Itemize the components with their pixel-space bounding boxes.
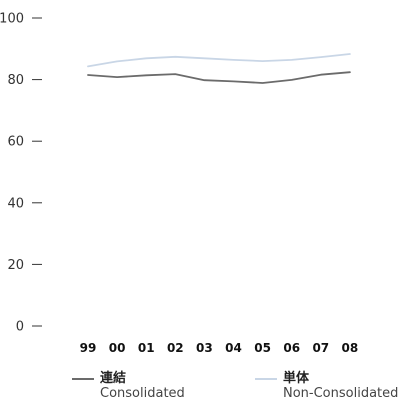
x-tick-label: 99 — [80, 341, 97, 355]
legend-label-consolidated-jp: 連結 — [100, 371, 127, 386]
y-tick-label: 40 — [7, 196, 24, 211]
x-tick-label: 06 — [283, 341, 300, 355]
series-layer — [87, 53, 351, 84]
legend-swatch-consolidated — [72, 378, 94, 380]
series-line-non-consolidated — [87, 53, 351, 68]
y-tick-label: 60 — [7, 135, 24, 150]
x-tick-label: 01 — [138, 341, 155, 355]
y-tick-label: 0 — [16, 320, 24, 335]
legend-swatch-non-consolidated — [255, 378, 277, 380]
x-tick-label: 02 — [167, 341, 184, 355]
y-tick-label: 80 — [7, 73, 24, 88]
x-tick-label: 05 — [254, 341, 271, 355]
line-chart: 0 20 40 60 80 100 99 00 01 02 03 04 05 06 07 08 — [0, 12, 359, 356]
x-tick-label: 07 — [312, 341, 329, 355]
legend-label-consolidated-en: Consolidated — [100, 386, 185, 401]
y-tick-label: 20 — [7, 258, 24, 273]
legend-item-non-consolidated: 単体 Non-Consolidated — [255, 371, 417, 403]
x-tick-label: 00 — [109, 341, 126, 355]
x-axis: 99 00 01 02 03 04 05 06 07 08 — [80, 341, 359, 355]
series-line-consolidated — [87, 71, 351, 84]
x-tick-label: 03 — [196, 341, 213, 355]
y-axis: 0 20 40 60 80 100 — [0, 12, 42, 335]
x-tick-label: 08 — [342, 341, 359, 355]
legend-item-consolidated: 連結 Consolidated — [72, 371, 232, 403]
x-tick-label: 04 — [225, 341, 242, 355]
legend-label-non-consolidated-jp: 単体 — [283, 371, 310, 386]
legend-label-non-consolidated-en: Non-Consolidated — [283, 386, 399, 401]
y-tick-label: 100 — [0, 12, 24, 27]
